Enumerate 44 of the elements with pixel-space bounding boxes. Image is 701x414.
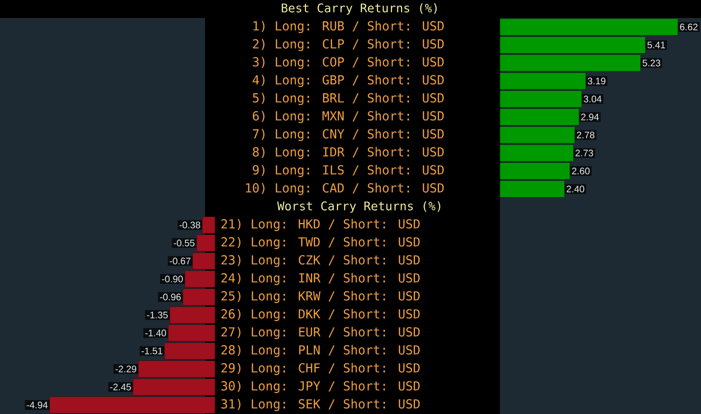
y-tick-label: 26) Long: DKK / Short: USD [221, 308, 420, 322]
data-label: -1.35 [146, 312, 168, 318]
y-tick-label: 25) Long: KRW / Short: USD [221, 290, 420, 304]
data-label: -2.45 [110, 384, 131, 390]
y-tick-label: 1) Long: RUB / Short: USD [254, 20, 444, 34]
data-label: -1.40 [145, 330, 166, 336]
data-label: -2.29 [115, 366, 136, 372]
data-label: 2.78 [576, 132, 594, 138]
data-label: -0.67 [170, 258, 190, 264]
y-tick-label: 24) Long: INR / Short: USD [221, 272, 420, 286]
data-label: -0.55 [174, 240, 195, 246]
data-label: 5.41 [647, 42, 666, 48]
y-tick-label: 22) Long: TWD / Short: USD [221, 236, 420, 250]
y-tick-label: 23) Long: CZK / Short: USD [221, 254, 420, 268]
data-label: -0.96 [160, 294, 181, 300]
text: Worst Carry Returns (%) [277, 201, 440, 213]
y-tick-label: 5) Long: BRL / Short: USD [252, 92, 444, 106]
y-tick-label: 3) Long: COP / Short: USD [252, 56, 444, 70]
data-label: 3.19 [588, 78, 606, 84]
y-tick-label: 2) Long: CLP / Short: USD [252, 38, 444, 52]
y-tick-label: 6) Long: MXN / Short: USD [252, 110, 444, 124]
data-label: 2.60 [572, 168, 590, 174]
data-label: 6.62 [680, 24, 698, 30]
data-label: -0.90 [162, 276, 183, 282]
data-label: -0.38 [179, 222, 200, 228]
data-label: 2.73 [576, 150, 594, 156]
data-label: 2.40 [566, 186, 584, 192]
data-label: 5.23 [642, 60, 660, 66]
y-tick-label: 29) Long: CHF / Short: USD [221, 362, 420, 376]
y-tick-label: 8) Long: IDR / Short: USD [252, 146, 444, 160]
text: Best Carry Returns (%) [282, 3, 437, 15]
y-tick-label: 21) Long: HKD / Short: USD [221, 218, 420, 232]
y-tick-label: 31) Long: SEK / Short: USD [221, 398, 420, 412]
y-tick-label: 10) Long: CAD / Short: USD [246, 182, 444, 196]
data-label: -4.94 [26, 402, 48, 408]
y-tick-label: 7) Long: CNY / Short: USD [252, 128, 444, 142]
y-tick-label: 28) Long: PLN / Short: USD [221, 344, 420, 358]
data-label: -1.51 [142, 348, 162, 354]
y-tick-label: 9) Long: ILS / Short: USD [252, 164, 444, 178]
y-tick-label: 27) Long: EUR / Short: USD [221, 326, 420, 340]
y-tick-label: 4) Long: GBP / Short: USD [252, 74, 444, 88]
data-label: 3.04 [584, 96, 602, 102]
y-tick-label: 30) Long: JPY / Short: USD [221, 380, 420, 394]
data-label: 2.94 [581, 114, 599, 120]
